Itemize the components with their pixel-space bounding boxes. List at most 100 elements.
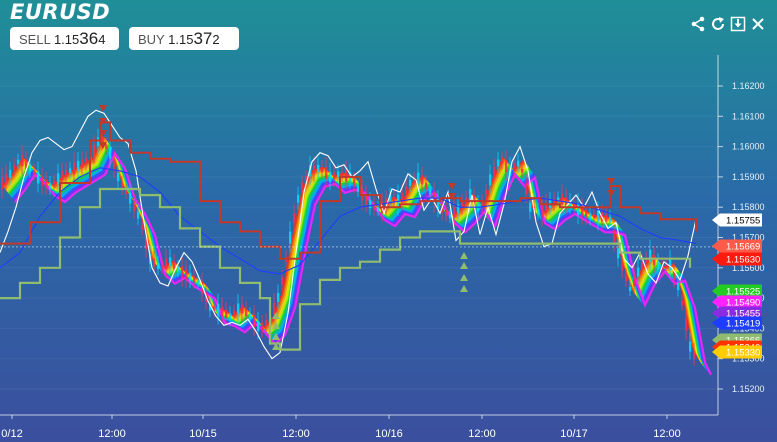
candle-body <box>229 313 232 320</box>
sell-signal-arrow <box>607 190 615 197</box>
candle-body <box>525 183 528 195</box>
candle-body <box>329 171 332 182</box>
x-tick-label: 12:00 <box>282 428 310 440</box>
series-line-1 <box>0 167 697 275</box>
candle-body <box>609 216 612 222</box>
price-tag-label: 1.15669 <box>726 242 760 253</box>
candle-body <box>653 255 656 266</box>
sell-signal-arrow <box>448 193 456 200</box>
candle-body <box>261 322 264 331</box>
candle-body <box>449 214 452 219</box>
candle-body <box>505 159 508 172</box>
series-line-3 <box>0 187 692 351</box>
ribbon-line <box>14 151 712 376</box>
candle-body <box>581 206 584 217</box>
candle-body <box>641 261 644 269</box>
chart-grid <box>0 85 718 390</box>
y-tick-label: 1.15300 <box>732 354 765 364</box>
price-tag-label: 1.15455 <box>726 309 760 320</box>
sell-signal-arrow <box>607 178 615 185</box>
sell-signal-arrow <box>99 105 107 112</box>
candle-body <box>133 202 136 212</box>
y-tick-label: 1.16200 <box>732 81 765 91</box>
buy-signal-arrow <box>460 252 468 259</box>
candle-body <box>17 159 20 164</box>
candle-body <box>429 189 432 195</box>
candle-body <box>169 257 172 267</box>
candle-body <box>309 165 312 177</box>
candle-body <box>665 263 668 268</box>
candle-body <box>469 189 472 202</box>
sell-signal-arrow <box>448 183 456 190</box>
series-line-0 <box>0 109 697 360</box>
candlesticks <box>1 128 696 366</box>
candle-body <box>129 192 132 204</box>
candle-body <box>669 259 672 271</box>
sell-label: SELL <box>19 32 51 47</box>
candle-body <box>673 271 676 281</box>
x-axis: 0/12 12:00 10/15 12:00 10/16 12:00 10/17 12:00 <box>1 415 681 440</box>
candle-body <box>625 275 628 282</box>
buy-signal-arrow <box>272 343 280 350</box>
candle-body <box>649 249 652 262</box>
candle-body <box>493 166 496 176</box>
candle-body <box>453 207 456 219</box>
candle-body <box>593 214 596 219</box>
candle-body <box>529 202 532 212</box>
candle-body <box>645 258 648 264</box>
candle-body <box>289 231 292 244</box>
candle-body <box>193 276 196 283</box>
candle-body <box>305 176 308 181</box>
candle-body <box>629 287 632 292</box>
candle-body <box>233 310 236 315</box>
ribbon-line <box>3 136 702 361</box>
candle-body <box>369 200 372 209</box>
download-icon[interactable] <box>730 15 746 33</box>
candle-body <box>425 182 428 190</box>
candle-body <box>137 211 140 219</box>
candle-body <box>373 203 376 210</box>
buy-signal-arrow <box>460 274 468 281</box>
candle-body <box>281 277 284 285</box>
candle-body <box>357 186 360 192</box>
y-tick-label: 1.16000 <box>732 142 765 152</box>
candle-body <box>121 182 124 189</box>
candle-body <box>605 214 608 222</box>
candle-body <box>145 236 148 249</box>
candle-body <box>413 178 416 183</box>
y-tick-label: 1.15800 <box>732 202 765 212</box>
candle-body <box>437 199 440 210</box>
signal-arrows <box>99 105 615 350</box>
candle-body <box>537 209 540 215</box>
y-tick-label: 1.16100 <box>732 111 765 121</box>
sell-signal-arrow <box>99 142 107 149</box>
candle-body <box>97 137 100 147</box>
price-tag <box>712 213 762 227</box>
refresh-icon[interactable] <box>710 15 726 33</box>
price-tag <box>712 284 762 298</box>
candle-body <box>301 182 304 189</box>
candle-body <box>521 168 524 173</box>
candle-body <box>321 167 324 173</box>
candle-body <box>237 303 240 315</box>
candle-body <box>341 172 344 177</box>
close-icon[interactable] <box>750 15 766 33</box>
candle-body <box>69 168 72 174</box>
price-tag-label: 1.15630 <box>726 255 760 266</box>
candle-body <box>445 209 448 216</box>
candle-body <box>5 173 8 184</box>
price-tag-label: 1.15330 <box>726 348 760 359</box>
candle-body <box>173 261 176 269</box>
buy-button[interactable]: BUY 1.15372 <box>129 27 239 50</box>
sell-button[interactable]: SELL 1.15364 <box>10 27 119 50</box>
candle-body <box>633 275 636 287</box>
candle-body <box>613 230 616 243</box>
candle-body <box>317 164 320 172</box>
candle-body <box>213 305 216 311</box>
price-tag <box>712 306 762 320</box>
x-tick-label: 12:00 <box>468 428 496 440</box>
candle-body <box>257 320 260 331</box>
share-icon[interactable] <box>690 15 706 33</box>
candle-body <box>393 196 396 202</box>
